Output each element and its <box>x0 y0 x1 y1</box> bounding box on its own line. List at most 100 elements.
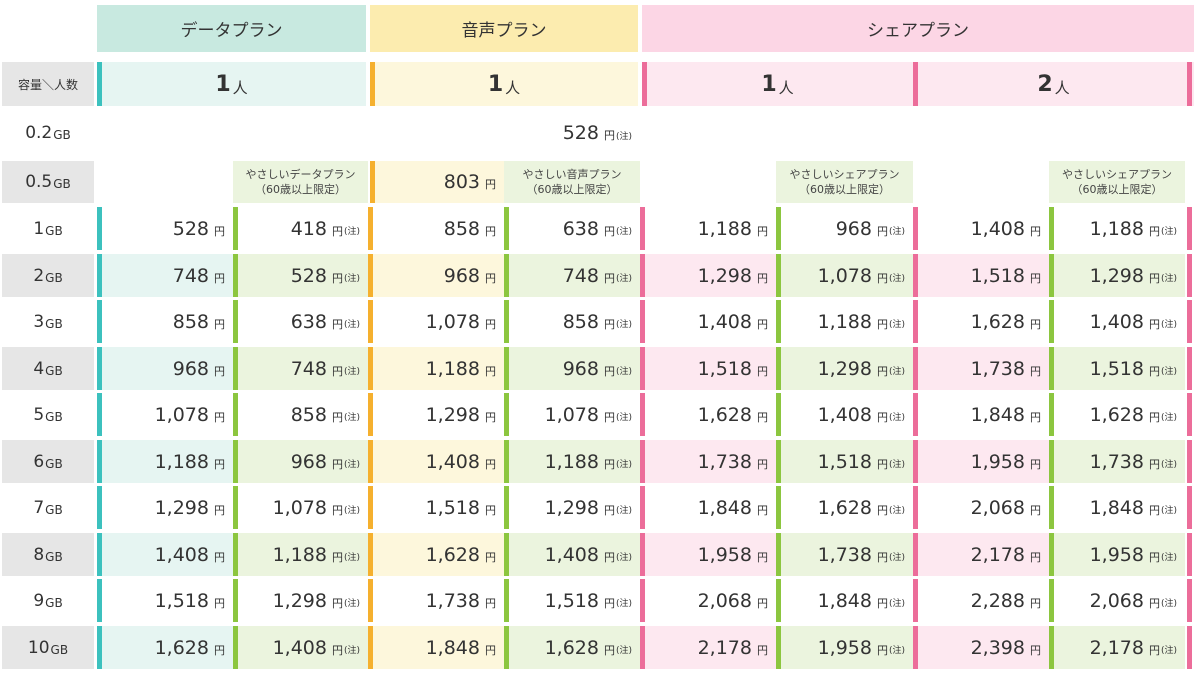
accent-bar <box>504 207 509 250</box>
accent-bar <box>1187 347 1192 390</box>
accent-bar <box>1187 300 1192 343</box>
price-value: 1,078 <box>425 310 480 333</box>
price-value: 1,408 <box>697 310 752 333</box>
note-mark: (注) <box>615 553 632 563</box>
accent-bar <box>1187 533 1192 576</box>
accent-bar <box>913 347 918 390</box>
price-cell: 1,628 円 (注) <box>1054 393 1185 436</box>
capacity-value: 9 <box>33 590 45 611</box>
price-cell: 1,298 円 (注) <box>781 347 913 390</box>
accent-bar <box>776 440 781 483</box>
yen-unit: 円 <box>1148 224 1160 238</box>
accent-bar <box>913 579 918 622</box>
price-cell: 1,958 円 <box>645 533 776 576</box>
accent-bar <box>97 579 102 622</box>
price-cell: 968 円 <box>373 254 504 297</box>
accent-bar <box>913 254 918 297</box>
price-cell: 1,078 円 (注) <box>238 486 368 529</box>
yen-unit: 円 <box>757 503 768 517</box>
price-value: 1,188 <box>272 543 327 566</box>
capacity-label: 0.2 GB <box>2 112 94 154</box>
accent-bar <box>640 626 645 669</box>
people-unit: 人 <box>1054 78 1070 97</box>
price-value: 1,628 <box>697 403 752 426</box>
yen-unit: 円 <box>485 317 496 331</box>
price-value: 1,408 <box>154 543 209 566</box>
plan-header-label: シェアプラン <box>867 21 969 41</box>
note-mark: (注) <box>888 320 905 330</box>
yen-unit: 円 <box>603 643 615 657</box>
accent-bar <box>97 486 102 529</box>
accent-bar <box>504 347 509 390</box>
accent-bar <box>640 440 645 483</box>
note-mark: (注) <box>615 646 632 656</box>
note-mark: (注) <box>888 367 905 377</box>
price-value: 1,848 <box>817 589 872 612</box>
accent-bar <box>368 486 373 529</box>
yen-unit: 円 <box>485 503 496 517</box>
yen-unit: 円 <box>603 317 615 331</box>
capacity-value: 8 <box>33 544 45 565</box>
yen-unit: 円 <box>603 224 615 238</box>
yen-unit: 円 <box>485 271 496 285</box>
senior-plan-name: やさしいシェアプラン <box>789 168 900 181</box>
accent-bar <box>776 486 781 529</box>
accent-bar <box>233 579 238 622</box>
price-cell: 968 円 (注) <box>238 440 368 483</box>
price-value: 2,178 <box>1089 636 1144 659</box>
price-value: 1,628 <box>1089 403 1144 426</box>
price-value: 1,958 <box>970 450 1025 473</box>
price-value: 858 <box>562 310 599 333</box>
accent-bar <box>776 579 781 622</box>
price-value: 1,188 <box>425 357 480 380</box>
capacity-unit: GB <box>50 642 69 657</box>
accent-bar <box>370 161 375 203</box>
price-cell: 1,078 円 <box>373 300 504 343</box>
yen-unit: 円 <box>603 271 615 285</box>
accent-bar <box>913 300 918 343</box>
yen-unit: 円 <box>331 503 343 517</box>
price-cell: 1,298 円 (注) <box>509 486 640 529</box>
price-cell: 1,628 円 (注) <box>781 486 913 529</box>
accent-bar <box>640 486 645 529</box>
capacity-unit: GB <box>45 502 63 517</box>
price-cell: 1,628 円 <box>373 533 504 576</box>
note-mark: (注) <box>1160 646 1177 656</box>
price-value: 1,628 <box>544 636 599 659</box>
price-cell: 2,178 円 (注) <box>1054 626 1185 669</box>
yen-unit: 円 <box>757 364 768 378</box>
price-cell: 1,078 円 (注) <box>781 254 913 297</box>
note-mark: (注) <box>888 274 905 284</box>
price-value: 1,188 <box>817 310 872 333</box>
price-value: 1,188 <box>544 450 599 473</box>
yen-unit: 円 <box>331 364 343 378</box>
accent-bar <box>233 393 238 436</box>
yen-unit: 円 <box>1148 643 1160 657</box>
note-mark: (注) <box>1160 367 1177 377</box>
yen-unit: 円 <box>1148 364 1160 378</box>
accent-bar <box>1049 440 1054 483</box>
price-cell: 1,738 円 (注) <box>781 533 913 576</box>
note-mark: (注) <box>343 646 360 656</box>
accent-bar <box>913 626 918 669</box>
note-mark: (注) <box>615 320 632 330</box>
price-cell: 748 円 (注) <box>509 254 640 297</box>
price-cell: 1,298 円 (注) <box>1054 254 1185 297</box>
price-value: 1,298 <box>272 589 327 612</box>
accent-bar <box>368 579 373 622</box>
price-value: 1,848 <box>425 636 480 659</box>
note-mark: (注) <box>888 646 905 656</box>
note-mark: (注) <box>1160 320 1177 330</box>
yen-unit: 円 <box>757 317 768 331</box>
capacity-unit: GB <box>45 363 63 378</box>
price-cell: 1,518 円 <box>645 347 776 390</box>
accent-bar <box>1049 207 1054 250</box>
accent-bar <box>776 393 781 436</box>
accent-bar <box>1187 393 1192 436</box>
accent-bar <box>913 393 918 436</box>
price-value: 1,738 <box>425 589 480 612</box>
note-mark: (注) <box>1160 553 1177 563</box>
price-value: 1,738 <box>697 450 752 473</box>
accent-bar <box>97 62 102 106</box>
